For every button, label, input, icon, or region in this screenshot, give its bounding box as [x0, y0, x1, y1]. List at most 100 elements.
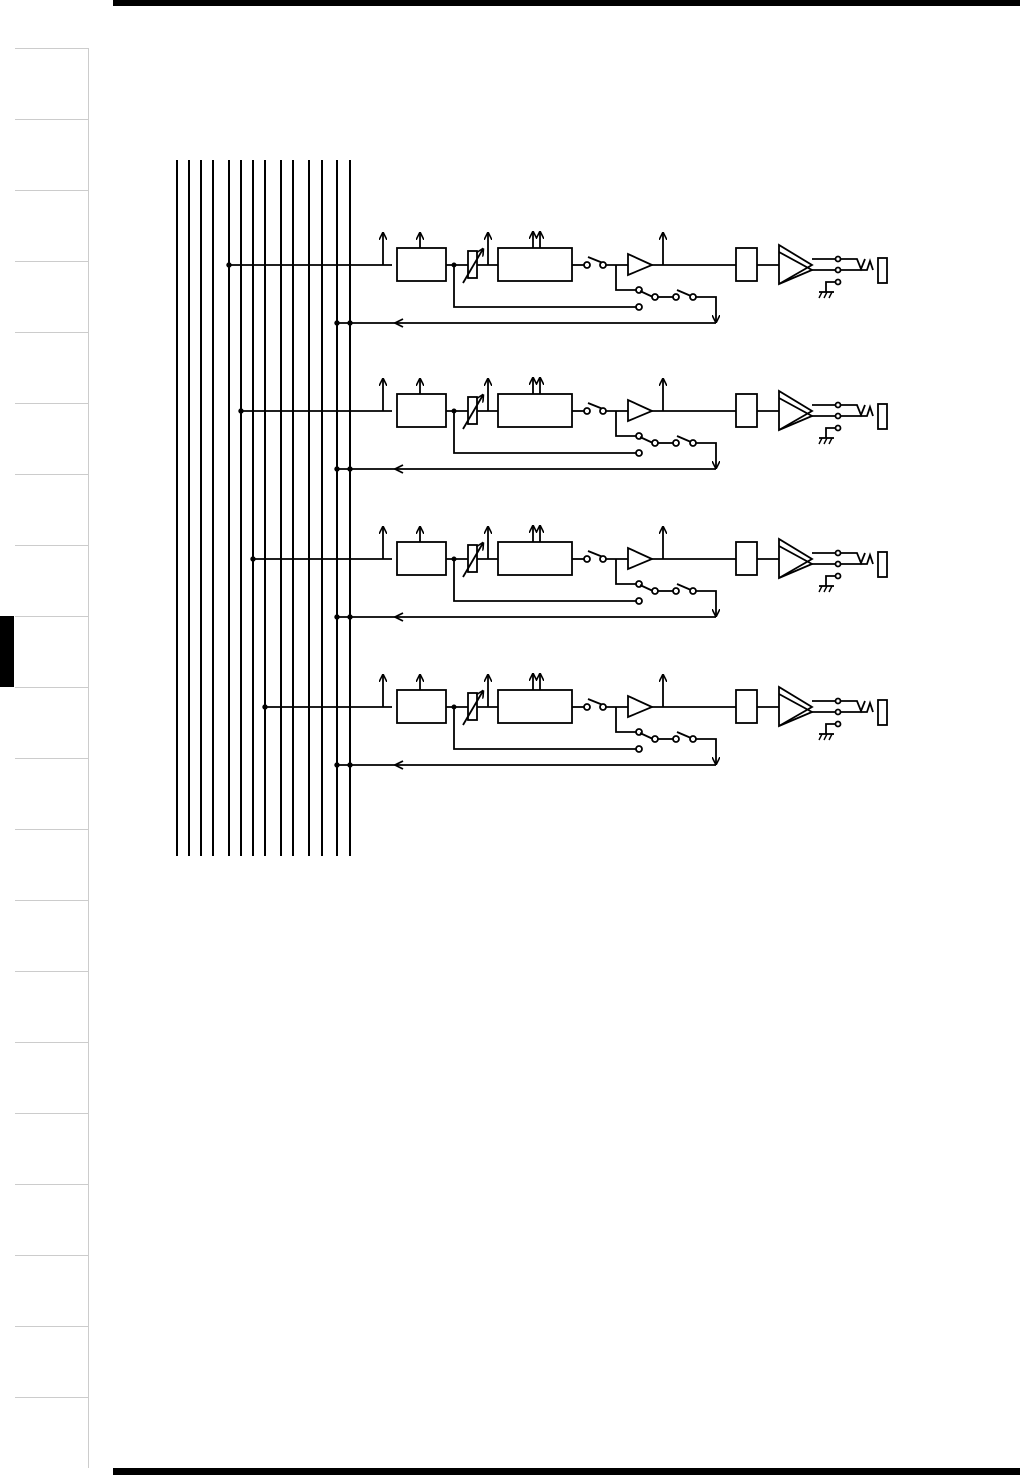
output-terminal	[834, 549, 842, 557]
side-tab	[15, 332, 88, 404]
output-jack-icon	[877, 551, 888, 578]
branch-line	[615, 707, 636, 733]
switch-contact	[672, 439, 680, 447]
side-tab	[15, 1255, 88, 1327]
jack-tip-icon	[840, 552, 866, 566]
switch-contact	[651, 587, 659, 595]
switch-contact	[689, 735, 697, 743]
side-tab	[15, 829, 88, 901]
variable-arrow-icon	[462, 691, 483, 726]
switch-contact	[599, 703, 607, 711]
ground-wire	[825, 723, 836, 734]
output-jack-icon	[877, 699, 888, 726]
switch-contact	[599, 555, 607, 563]
down-arrow-icon	[696, 590, 716, 616]
switch-contact	[635, 597, 643, 605]
processing-block	[396, 541, 447, 576]
junction-dot	[334, 614, 340, 620]
variable-arrow-icon	[462, 395, 483, 430]
processing-block	[497, 689, 573, 724]
processing-block	[396, 689, 447, 724]
switch-contact	[651, 439, 659, 447]
switch-contact	[635, 745, 643, 753]
ground-hatch	[828, 437, 833, 445]
ground-hatch	[828, 585, 833, 593]
output-jack-icon	[877, 257, 888, 284]
active-side-tab-marker	[0, 616, 14, 687]
junction-dot	[334, 466, 340, 472]
switch-contact	[672, 735, 680, 743]
switch-contact	[689, 293, 697, 301]
ground-hatch	[828, 733, 833, 741]
processing-block	[497, 541, 573, 576]
ground-hatch	[828, 291, 833, 299]
side-tab	[15, 545, 88, 617]
switch-contact	[599, 261, 607, 269]
channel-strip	[238, 378, 888, 474]
switch-lever-icon	[587, 698, 604, 706]
output-terminal	[834, 572, 842, 580]
switch-lever-icon	[587, 550, 604, 558]
processing-block	[497, 393, 573, 428]
switch-lever-icon	[676, 435, 692, 443]
branch-line	[615, 411, 636, 437]
output-terminal	[834, 266, 842, 274]
ground-hatch	[823, 291, 828, 299]
left-arrow-icon	[392, 612, 404, 622]
branch-line	[615, 265, 636, 291]
switch-lever-icon	[639, 436, 654, 444]
down-arrow-icon	[696, 738, 716, 764]
converter-block	[735, 541, 758, 576]
branch-line	[453, 707, 636, 750]
processing-block	[396, 393, 447, 428]
ground-hatch	[818, 291, 823, 299]
jack-ring-icon	[840, 552, 874, 565]
channel-strip	[250, 526, 888, 622]
processing-block	[497, 247, 573, 282]
channels	[226, 232, 888, 770]
output-terminal	[834, 708, 842, 716]
amplifier-icon	[627, 694, 655, 719]
output-terminal	[834, 401, 842, 409]
amplifier-icon	[627, 252, 655, 277]
variable-arrow-icon	[462, 249, 483, 284]
down-arrow-icon	[696, 442, 716, 468]
bottom-rule	[113, 1468, 1020, 1475]
switch-contact	[583, 261, 591, 269]
switch-lever-icon	[639, 584, 654, 592]
down-arrow-icon	[696, 296, 716, 322]
jack-ring-icon	[840, 700, 874, 713]
switch-contact	[635, 303, 643, 311]
branch-line	[453, 265, 636, 308]
output-terminal	[834, 697, 842, 705]
ground-wire	[825, 427, 836, 438]
ground-hatch	[818, 437, 823, 445]
output-terminal	[834, 720, 842, 728]
side-tab	[15, 1184, 88, 1256]
output-terminal	[834, 560, 842, 568]
side-tab	[15, 1042, 88, 1114]
branch-line	[453, 559, 636, 602]
converter-block	[735, 247, 758, 282]
processing-block	[396, 247, 447, 282]
side-tab	[15, 48, 88, 120]
output-terminal	[834, 424, 842, 432]
side-tab	[15, 687, 88, 759]
junction-dot	[334, 762, 340, 768]
ground-hatch	[818, 733, 823, 741]
junction-dot	[334, 320, 340, 326]
switch-lever-icon	[587, 402, 604, 410]
jack-tip-icon	[840, 258, 866, 272]
jack-tip-icon	[840, 404, 866, 418]
balanced-driver-icon	[778, 389, 814, 432]
channel-strip	[262, 674, 888, 770]
converter-block	[735, 393, 758, 428]
ground-hatch	[823, 585, 828, 593]
side-tab	[15, 403, 88, 475]
side-tab	[15, 616, 88, 688]
balanced-driver-icon	[778, 685, 814, 728]
left-arrow-icon	[392, 318, 404, 328]
side-tab	[15, 190, 88, 262]
side-tab	[15, 474, 88, 546]
switch-contact	[689, 439, 697, 447]
